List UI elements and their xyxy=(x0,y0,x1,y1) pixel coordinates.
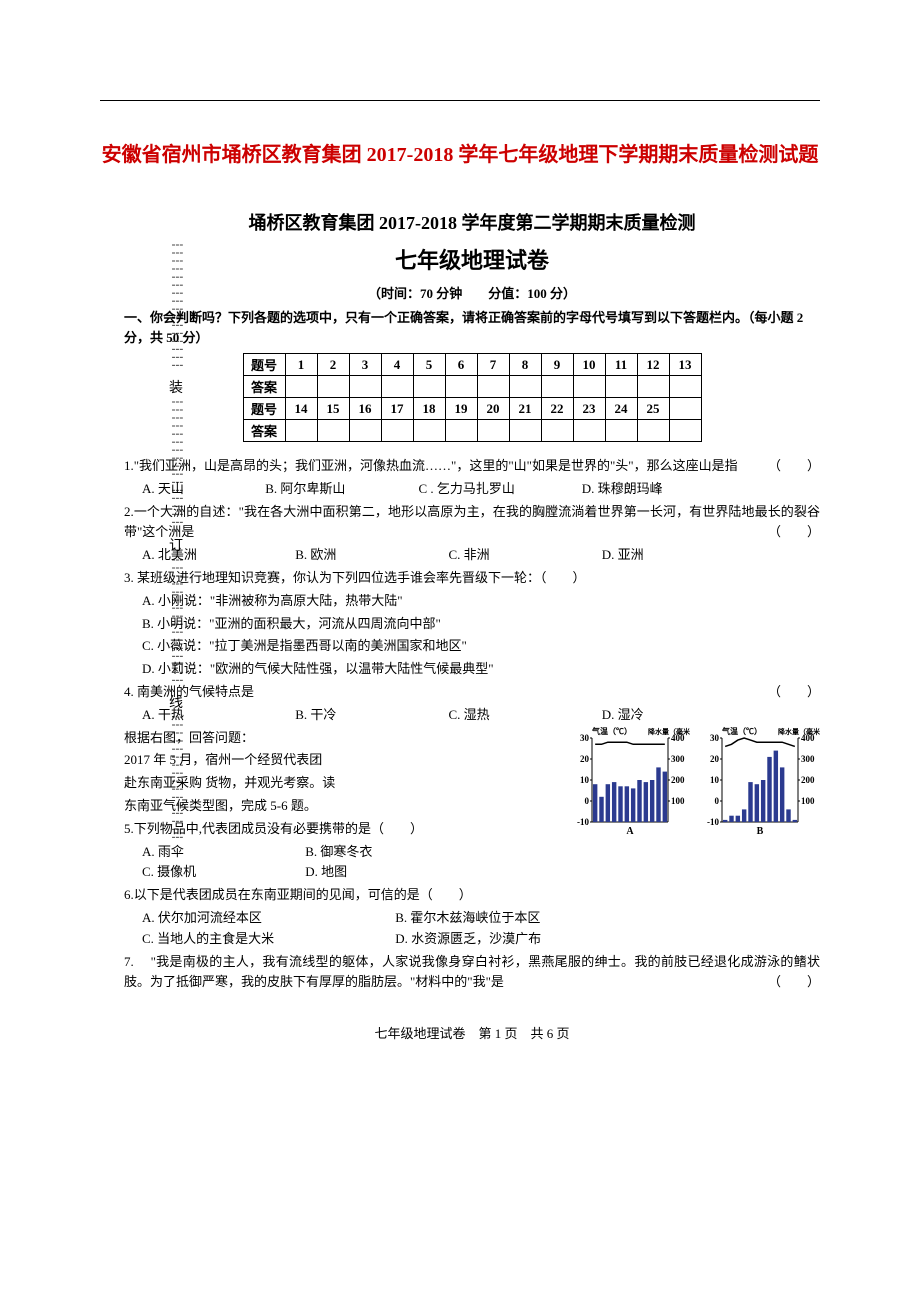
q7-text: 7. "我是南极的主人，我有流线型的躯体，人家说我像身穿白衬衫，黑燕尾服的绅士。… xyxy=(124,954,820,990)
svg-text:100: 100 xyxy=(801,796,815,806)
svg-text:0: 0 xyxy=(585,796,590,806)
svg-text:30: 30 xyxy=(580,733,590,743)
answer-table: 题号 12345678910111213 答案 题号 1415161718192… xyxy=(243,353,702,442)
exam-meta: （时间：70 分钟 分值：100 分） xyxy=(124,283,820,302)
table-row: 答案 xyxy=(243,420,701,442)
context-line: 2017 年 5 月，宿州一个经贸代表团 xyxy=(124,750,560,771)
top-rule xyxy=(100,100,820,101)
q2-text: 2.一个大洲的自述："我在各大洲中面积第二，地形以高原为主，在我的胸膛流淌着世界… xyxy=(124,504,820,540)
q4-paren: （ ） xyxy=(768,682,820,703)
q1-paren: （ ） xyxy=(768,456,820,477)
exam-body: 埇桥区教育集团 2017-2018 学年度第二学期期末质量检测 七年级地理试卷 … xyxy=(124,209,820,1042)
svg-text:200: 200 xyxy=(801,775,815,785)
q5-options: A. 雨伞 B. 御寒冬衣 C. 摄像机 D. 地图 xyxy=(124,842,560,884)
svg-text:300: 300 xyxy=(671,754,685,764)
binding-char-3: 线 xyxy=(164,692,188,712)
context-line: 根据右图，回答问题： xyxy=(124,728,560,749)
svg-text:10: 10 xyxy=(580,775,590,785)
section-1-intro: 一、你会判断吗？下列各题的选项中，只有一个正确答案，请将正确答案前的字母代号填写… xyxy=(124,308,820,347)
question-7: 7. "我是南极的主人，我有流线型的躯体，人家说我像身穿白衬衫，黑燕尾服的绅士。… xyxy=(124,952,820,994)
binding-char-1: 装 xyxy=(164,377,188,397)
question-1: 1."我们亚洲，山是高昂的头；我们亚洲，河像热血流……"，这里的"山"如果是世界… xyxy=(124,456,820,477)
q4-text: 4. 南美洲的气候特点是 xyxy=(124,684,254,699)
q2-paren: （ ） xyxy=(768,522,820,543)
svg-text:100: 100 xyxy=(671,796,685,806)
row-label: 题号 xyxy=(243,354,285,376)
q4-options: A. 干热 B. 干冷 C. 湿热 D. 湿冷 xyxy=(124,705,820,726)
svg-text:B: B xyxy=(757,826,764,836)
svg-text:气温（℃）: 气温（℃） xyxy=(721,726,762,736)
svg-text:-10: -10 xyxy=(577,817,589,827)
context-line: 赴东南亚采购 货物，并观光考察。读 xyxy=(124,773,560,794)
svg-text:400: 400 xyxy=(801,733,815,743)
binding-margin: ┆┆┆┆┆┆┆┆┆┆┆┆┆┆┆┆ 装 ┆┆┆┆┆┆┆┆┆┆┆┆┆┆┆┆ 订 ┆┆… xyxy=(164,242,188,1172)
row-label: 答案 xyxy=(243,376,285,398)
binding-char-2: 订 xyxy=(164,535,188,555)
climate-charts: 气温（℃）降水量（毫米）3020100-10400300200100A 气温（℃… xyxy=(570,726,820,836)
q3-opt-a: A. 小刚说："非洲被称为高原大陆，热带大陆" xyxy=(124,591,820,612)
table-row: 题号 141516171819202122232425 xyxy=(243,398,701,420)
table-row: 答案 xyxy=(243,376,701,398)
q2-options: A. 北美洲 B. 欧洲 C. 非洲 D. 亚洲 xyxy=(124,545,820,566)
context-line: 东南亚气候类型图，完成 5-6 题。 xyxy=(124,796,560,817)
question-4: 4. 南美洲的气候特点是 （ ） xyxy=(124,682,820,703)
row-label: 题号 xyxy=(243,398,285,420)
q1-text: 1."我们亚洲，山是高昂的头；我们亚洲，河像热血流……"，这里的"山"如果是世界… xyxy=(124,458,738,473)
q3-opt-b: B. 小明说："亚洲的面积最大，河流从四周流向中部" xyxy=(124,614,820,635)
svg-text:气温（℃）: 气温（℃） xyxy=(591,726,632,736)
q6-options: A. 伏尔加河流经本区 B. 霍尔木兹海峡位于本区 C. 当地人的主食是大米 D… xyxy=(124,908,820,950)
svg-text:A: A xyxy=(626,826,634,836)
document-title: 安徽省宿州市埇桥区教育集团 2017-2018 学年七年级地理下学期期末质量检测… xyxy=(100,131,820,179)
climate-chart-b: 气温（℃）降水量（毫米）3020100-10400300200100B xyxy=(700,726,820,836)
q1-options: A. 天山 B. 阿尔卑斯山 C . 乞力马扎罗山 D. 珠穆朗玛峰 xyxy=(124,479,820,500)
context-5-6: 根据右图，回答问题： 2017 年 5 月，宿州一个经贸代表团 赴东南亚采购 货… xyxy=(124,726,820,884)
svg-text:400: 400 xyxy=(671,733,685,743)
q7-paren: （ ） xyxy=(768,972,820,993)
q3-opt-d: D. 小莉说："欧洲的气候大陆性强，以温带大陆性气候最典型" xyxy=(124,659,820,680)
exam-title: 七年级地理试卷 xyxy=(124,243,820,275)
question-3: 3. 某班级进行地理知识竞赛，你认为下列四位选手谁会率先晋级下一轮：（ ） xyxy=(124,568,820,589)
question-5: 5.下列物品中,代表团成员没有必要携带的是（ ） xyxy=(124,819,560,840)
climate-chart-a: 气温（℃）降水量（毫米）3020100-10400300200100A xyxy=(570,726,690,836)
svg-text:300: 300 xyxy=(801,754,815,764)
page-footer: 七年级地理试卷 第 1 页 共 6 页 xyxy=(124,1023,820,1042)
svg-text:0: 0 xyxy=(715,796,720,806)
binding-dots: ┆┆┆┆┆┆┆┆┆┆┆┆┆┆┆┆ xyxy=(171,242,181,370)
exam-subtitle: 埇桥区教育集团 2017-2018 学年度第二学期期末质量检测 xyxy=(124,209,820,235)
svg-text:20: 20 xyxy=(710,754,720,764)
svg-text:20: 20 xyxy=(580,754,590,764)
question-6: 6.以下是代表团成员在东南亚期间的见闻，可信的是（ ） xyxy=(124,885,820,906)
table-row: 题号 12345678910111213 xyxy=(243,354,701,376)
q3-opt-c: C. 小薇说："拉丁美洲是指墨西哥以南的美洲国家和地区" xyxy=(124,636,820,657)
row-label: 答案 xyxy=(243,420,285,442)
svg-text:30: 30 xyxy=(710,733,720,743)
question-2: 2.一个大洲的自述："我在各大洲中面积第二，地形以高原为主，在我的胸膛流淌着世界… xyxy=(124,502,820,544)
svg-text:10: 10 xyxy=(710,775,720,785)
svg-text:-10: -10 xyxy=(707,817,719,827)
page: 安徽省宿州市埇桥区教育集团 2017-2018 学年七年级地理下学期期末质量检测… xyxy=(0,0,920,1082)
svg-text:200: 200 xyxy=(671,775,685,785)
